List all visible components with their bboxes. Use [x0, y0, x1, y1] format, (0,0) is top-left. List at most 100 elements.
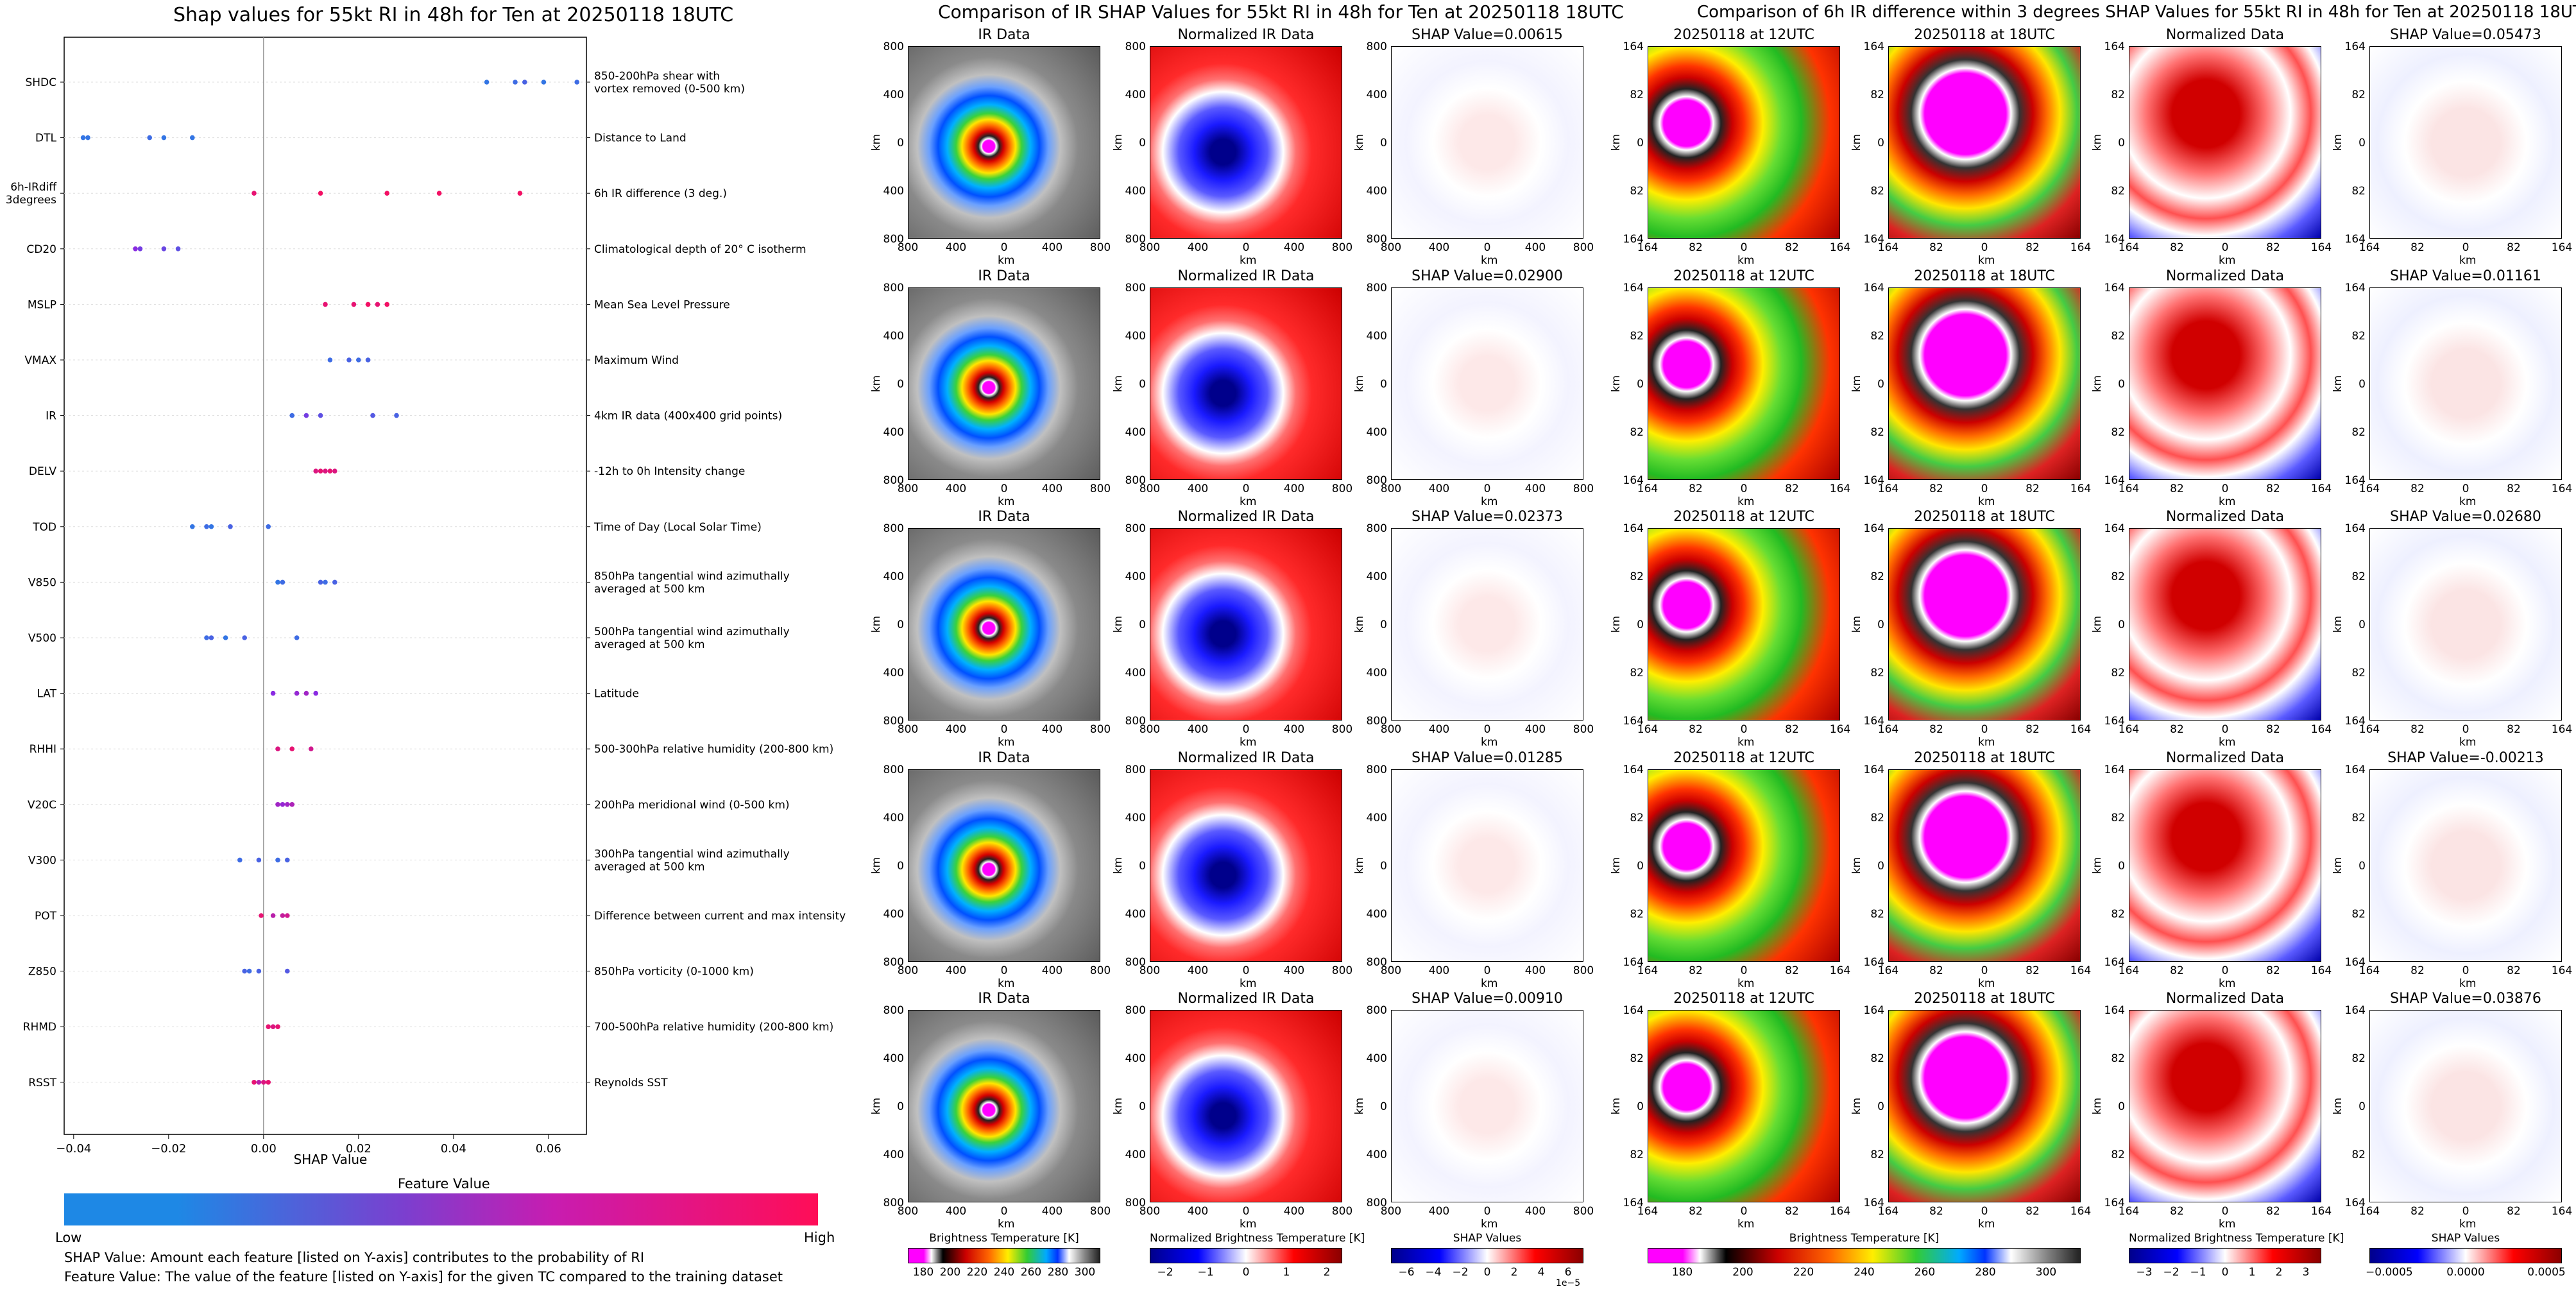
shap-point — [370, 413, 375, 418]
diff-shap-panel-xtick: 0 — [2462, 723, 2469, 736]
diff-shap-panel-xtick: 82 — [2410, 482, 2425, 495]
normalized-ir-panel-ylabel: km — [1112, 1097, 1125, 1115]
ir-12utc-panel-xtick: 82 — [1689, 964, 1703, 977]
normalized-ir-panel-title: Normalized IR Data — [1177, 268, 1315, 284]
diff-normalized-panel-ylabel: km — [2091, 1097, 2104, 1115]
normalized-ir-panel-xtick: 0 — [1242, 964, 1250, 977]
ir-12utc-panel-ytick: 164 — [1623, 40, 1644, 53]
shap-point — [484, 80, 490, 85]
normalized-ir-panel-ylabel: km — [1112, 133, 1125, 151]
diff-shap-panel-ytick: 82 — [2351, 667, 2366, 679]
normalized-ir-panel — [1150, 528, 1342, 721]
diff-shap-panel-ytick: 82 — [2351, 185, 2366, 198]
diff-normalized-panel-xtick: 82 — [2170, 723, 2184, 736]
diff-shap-colorbar-tick-label: −0.0005 — [2366, 1266, 2413, 1279]
ir-18utc-panel-ytick: 164 — [1863, 282, 1884, 295]
shap-point — [261, 1080, 266, 1085]
ir-18utc-panel-ytick: 82 — [1870, 89, 1884, 101]
ir-data-panel — [908, 46, 1100, 239]
shap-point — [266, 1080, 271, 1085]
diff-normalized-panel-ytick: 82 — [2111, 426, 2125, 439]
ir-shap-panel-ytick: 800 — [1366, 233, 1387, 246]
ir-brightness-colorbar-tick-label: 180 — [912, 1266, 934, 1279]
diff-shap-panel-xtick: 82 — [2410, 241, 2425, 254]
shap-point — [303, 413, 309, 418]
ir-18utc-panel-ytick: 82 — [1870, 330, 1884, 343]
ir-18utc-panel-xtick: 164 — [2070, 482, 2092, 495]
shap-point — [266, 524, 271, 529]
normalized-ir-panel-xlabel: km — [1240, 495, 1257, 508]
shap-point — [259, 913, 264, 918]
shap-point — [541, 80, 547, 85]
normalized-ir-panel-ytick: 800 — [1125, 474, 1146, 487]
diff-shap-panel-xtick: 82 — [2410, 1205, 2425, 1218]
ir-shap-panel — [1391, 528, 1583, 721]
diff-brightness-colorbar — [1648, 1248, 2081, 1263]
ir-data-panel-ytick: 400 — [883, 185, 904, 198]
ir-shap-panel-xtick: 400 — [1428, 241, 1450, 254]
ir-normalized-colorbar-tick-label: −2 — [1157, 1266, 1173, 1279]
diff-shap-panel-title: SHAP Value=-0.00213 — [2387, 750, 2544, 766]
ir-shap-panel-ytick: 0 — [1380, 619, 1387, 631]
ir-data-panel-xtick: 800 — [897, 723, 919, 736]
shap-point — [327, 468, 333, 474]
diff-normalized-panel-ytick: 164 — [2104, 474, 2125, 487]
shap-point — [270, 913, 276, 918]
normalized-ir-panel-xlabel: km — [1240, 1218, 1257, 1231]
diff-normalized-panel-xtick: 82 — [2266, 964, 2280, 977]
shap-points — [80, 80, 579, 1085]
ir-18utc-panel-xtick: 82 — [1929, 1205, 1943, 1218]
diff-normalized-panel-xlabel: km — [2219, 977, 2236, 990]
ir-18utc-panel-xtick: 0 — [1981, 1205, 1988, 1218]
ir-18utc-panel-ytick: 164 — [1863, 1004, 1884, 1017]
ir-12utc-panel-ylabel: km — [1610, 615, 1623, 633]
ir-normalized-colorbar-tick-label: 1 — [1283, 1266, 1290, 1279]
ir-12utc-panel-ylabel: km — [1610, 857, 1623, 875]
feature-description: averaged at 500 km — [594, 860, 705, 873]
feature-label: V850 — [28, 576, 56, 589]
ir-shap-panel-xtick: 800 — [1573, 964, 1594, 977]
diff-shap-panel-title: SHAP Value=0.03876 — [2390, 991, 2541, 1007]
ir-shap-panel-xlabel: km — [1481, 495, 1498, 508]
ir-18utc-panel-title: 20250118 at 18UTC — [1914, 27, 2055, 43]
ir-shap-panel-ytick: 800 — [1366, 1197, 1387, 1209]
diff-normalized-panel — [2129, 287, 2321, 480]
diff-shap-panel-xtick: 0 — [2462, 241, 2469, 254]
ir-data-panel-ytick: 0 — [897, 860, 904, 873]
ir-shap-colorbar-tick-label: 6 — [1564, 1266, 1572, 1279]
ir-shap-panel-ylabel: km — [1353, 133, 1367, 151]
feature-label: RSST — [28, 1077, 56, 1089]
ir-normalized-colorbar-title: Normalized Brightness Temperature [K] — [1150, 1232, 1365, 1245]
feature-description: 850hPa tangential wind azimuthally — [594, 570, 790, 583]
ir-shap-colorbar-tick-label: −4 — [1425, 1266, 1442, 1279]
diff-shap-panel-ylabel: km — [2332, 615, 2345, 633]
ir-data-panel-ytick: 400 — [883, 1148, 904, 1161]
diff-normalized-panel-xtick: 82 — [2266, 482, 2280, 495]
feature-label: V500 — [28, 632, 56, 645]
diff-normalized-panel-xtick: 82 — [2266, 241, 2280, 254]
diff-normalized-colorbar-tick-label: −2 — [2163, 1266, 2179, 1279]
normalized-ir-panel-xlabel: km — [1240, 977, 1257, 990]
ir-18utc-panel-title: 20250118 at 18UTC — [1914, 268, 2055, 284]
ir-data-panel-ytick: 800 — [883, 715, 904, 728]
shap-point — [175, 246, 181, 252]
feature-description: 200hPa meridional wind (0-500 km) — [594, 799, 790, 812]
ir-normalized-colorbar-tick-label: −1 — [1197, 1266, 1214, 1279]
ir-section-title: Comparison of IR SHAP Values for 55kt RI… — [938, 1, 1624, 22]
normalized-ir-panel-ytick: 400 — [1125, 1148, 1146, 1161]
ir-data-panel-xtick: 800 — [1089, 241, 1111, 254]
ir-12utc-panel-xtick: 82 — [1785, 723, 1799, 736]
ir-data-panel-xtick: 800 — [1089, 1205, 1111, 1218]
ir-shap-panel-ytick: 0 — [1380, 860, 1387, 873]
ir-12utc-panel-xtick: 164 — [1829, 482, 1851, 495]
ir-shap-panel-ytick: 800 — [1366, 474, 1387, 487]
diff-normalized-panel-ytick: 164 — [2104, 956, 2125, 969]
ir-12utc-panel-ytick: 82 — [1630, 89, 1644, 101]
normalized-ir-panel-ytick: 0 — [1139, 860, 1146, 873]
diff-shap-panel-xlabel: km — [2459, 977, 2477, 990]
diff-normalized-panel-xtick: 164 — [2118, 964, 2140, 977]
ir-shap-panel-ytick: 0 — [1380, 137, 1387, 149]
ir-shap-colorbar-title: SHAP Values — [1453, 1232, 1522, 1245]
ir-12utc-panel — [1648, 46, 1840, 239]
ir-12utc-panel-xtick: 164 — [1637, 723, 1659, 736]
